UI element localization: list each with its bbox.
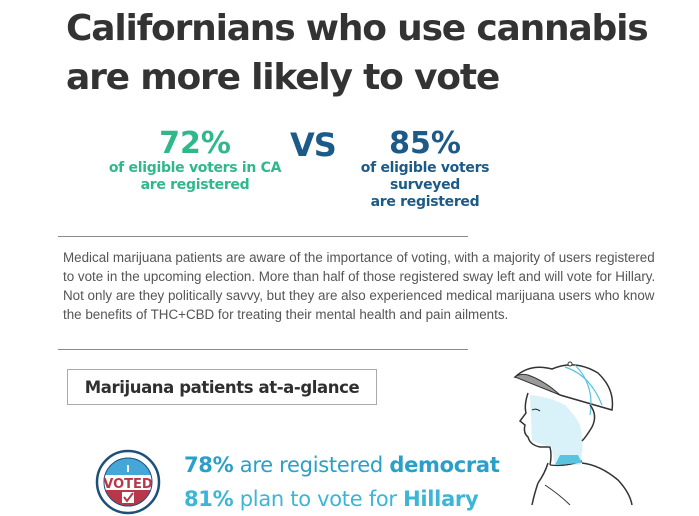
stat-surveyed-label-line1: of eligible voters surveyed bbox=[360, 160, 490, 193]
fact-1-value: 78% bbox=[184, 453, 234, 477]
stat-surveyed-value: 85% bbox=[389, 126, 461, 161]
checkmark-icon bbox=[123, 492, 134, 503]
stat-ca-label-line1: of eligible voters in CA bbox=[108, 160, 282, 176]
stat-ca-registered: 72% of eligible voters in CA are registe… bbox=[100, 128, 290, 194]
intro-paragraph: Medical marijuana patients are aware of … bbox=[63, 250, 656, 322]
i-voted-sticker-icon: I VOTED bbox=[95, 449, 161, 515]
fact-1-text: are registered bbox=[233, 453, 390, 477]
glance-heading-box: Marijuana patients at-a-glance bbox=[67, 369, 377, 405]
stat-surveyed-label-line2: are registered bbox=[370, 194, 480, 210]
fact-2-text: plan to vote for bbox=[233, 487, 404, 511]
stat-ca-label-line2: are registered bbox=[140, 177, 250, 193]
fact-registered-democrat: 78% are registered democrat bbox=[184, 448, 500, 482]
glance-heading: Marijuana patients at-a-glance bbox=[84, 377, 360, 397]
badge-text-i: I bbox=[126, 464, 130, 475]
fact-2-emphasis: Hillary bbox=[403, 487, 479, 511]
page-title: Californians who use cannabis are more l… bbox=[66, 4, 686, 102]
stat-ca-value: 72% bbox=[159, 126, 231, 161]
title-line-2: are more likely to vote bbox=[66, 57, 500, 98]
man-in-cap-illustration bbox=[513, 361, 633, 505]
divider-top bbox=[58, 236, 468, 237]
divider-bottom bbox=[58, 349, 468, 350]
badge-text-voted: VOTED bbox=[103, 477, 153, 492]
fact-1-emphasis: democrat bbox=[389, 453, 500, 477]
title-line-1: Californians who use cannabis bbox=[66, 8, 649, 49]
glance-facts: 78% are registered democrat 81% plan to … bbox=[184, 448, 500, 516]
stat-surveyed-registered: 85% of eligible voters surveyed are regi… bbox=[335, 128, 515, 211]
fact-vote-hillary: 81% plan to vote for Hillary bbox=[184, 482, 500, 516]
vs-separator: VS bbox=[290, 126, 337, 164]
fact-2-value: 81% bbox=[184, 487, 234, 511]
